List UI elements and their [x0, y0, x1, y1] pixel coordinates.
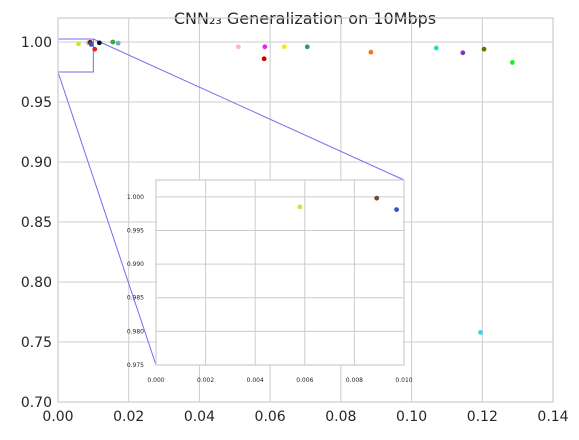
- inset-y-tick-label: 0.990: [127, 261, 144, 268]
- inset-plot-frame: [155, 179, 405, 366]
- data-point: [235, 44, 241, 50]
- data-point: [481, 46, 487, 52]
- main-plot-frame: [57, 17, 554, 403]
- data-point: [76, 41, 81, 47]
- x-tick-label: 0.08: [325, 409, 356, 425]
- inset-x-tick-label: 0.004: [247, 377, 264, 384]
- inset-y-ticks: 0.975 0.980 0.985 0.990 0.995 1.000: [127, 194, 144, 369]
- y-tick-label: 0.95: [21, 95, 52, 111]
- data-point: [92, 46, 98, 52]
- x-tick-label: 0.10: [396, 409, 427, 425]
- y-tick-label: 0.70: [21, 395, 52, 411]
- y-tick-label: 0.75: [21, 335, 52, 351]
- inset-data-point: [297, 204, 303, 210]
- inset-y-tick-label: 0.985: [127, 295, 144, 302]
- y-tick-label: 0.80: [21, 275, 52, 291]
- inset-y-tick-label: 1.000: [127, 194, 144, 201]
- data-point: [96, 40, 102, 46]
- y-tick-label: 0.85: [21, 215, 52, 231]
- inset-x-tick-label: 0.010: [395, 377, 412, 384]
- x-tick-label: 0.12: [467, 409, 498, 425]
- x-tick-label: 0.14: [537, 409, 568, 425]
- inset-data-point: [394, 207, 399, 213]
- zoom-connector-line: [93, 38, 405, 181]
- inset-y-tick-label: 0.980: [127, 328, 144, 335]
- data-point: [88, 42, 94, 47]
- main-points: [76, 39, 515, 335]
- data-point: [478, 330, 483, 335]
- inset-y-tick-label: 0.975: [127, 362, 144, 369]
- x-axis-ticks: 0.00 0.02 0.04 0.06 0.08 0.10 0.12 0.14: [42, 409, 568, 425]
- data-point: [281, 44, 287, 50]
- data-point: [110, 39, 116, 45]
- y-tick-label: 1.00: [21, 35, 52, 51]
- data-point: [509, 60, 515, 65]
- data-point: [262, 44, 268, 50]
- x-tick-label: 0.04: [184, 409, 215, 425]
- y-axis-ticks: 0.70 0.75 0.80 0.85 0.90 0.95 1.00: [21, 35, 52, 411]
- x-tick-label: 0.02: [113, 409, 144, 425]
- inset-data-point: [374, 195, 380, 201]
- data-point: [433, 45, 439, 51]
- inset-x-tick-label: 0.000: [147, 377, 164, 384]
- inset-points: [297, 195, 399, 213]
- inset-x-tick-label: 0.002: [197, 377, 214, 384]
- data-point: [115, 40, 121, 46]
- data-point: [261, 56, 267, 62]
- data-point: [368, 49, 374, 55]
- x-tick-label: 0.06: [255, 409, 286, 425]
- zoom-connector-line: [57, 71, 157, 366]
- inset-x-ticks: 0.000 0.002 0.004 0.006 0.008 0.010: [147, 377, 412, 384]
- inset-x-tick-label: 0.006: [296, 377, 313, 384]
- y-tick-label: 0.90: [21, 155, 52, 171]
- x-tick-label: 0.00: [42, 409, 73, 425]
- inset-x-tick-label: 0.008: [346, 377, 363, 384]
- data-point: [460, 50, 466, 56]
- data-point: [304, 44, 310, 50]
- inset-y-tick-label: 0.995: [127, 227, 144, 234]
- inset-background: [156, 180, 404, 365]
